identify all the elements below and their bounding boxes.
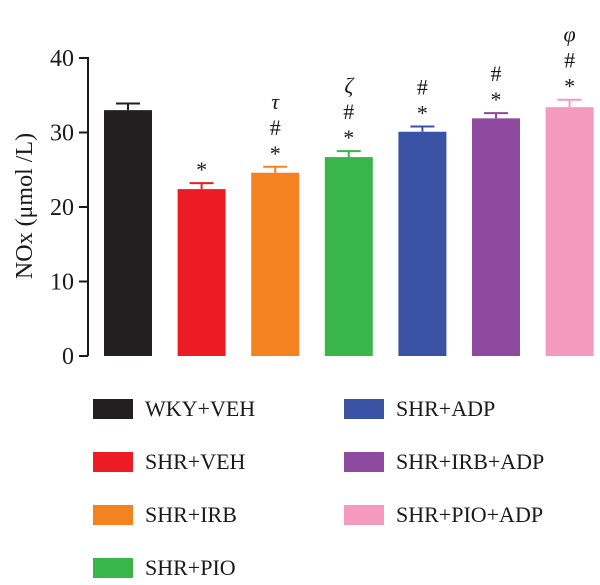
significance-mark: *: [270, 141, 281, 166]
bar: [472, 118, 520, 356]
significance-mark: #: [564, 48, 575, 73]
significance-mark: *: [564, 74, 575, 99]
chart-bars: [104, 98, 594, 357]
y-tick-label: 20: [50, 195, 74, 221]
bar: [545, 107, 594, 356]
significance-mark: *: [343, 125, 354, 150]
chart-annotations: *τ#*ζ#*#*#*φ#*: [196, 22, 576, 182]
chart-axes: 0 10 20 30 40: [50, 46, 89, 370]
bar: [398, 131, 447, 356]
significance-mark: φ: [564, 22, 576, 47]
significance-mark: #: [270, 115, 281, 140]
bar: [177, 189, 226, 356]
significance-mark: #: [491, 61, 502, 86]
bar: [251, 172, 300, 356]
significance-mark: ζ: [344, 73, 355, 98]
significance-mark: τ: [271, 89, 280, 114]
significance-mark: #: [417, 75, 428, 100]
y-tick-label: 10: [50, 270, 74, 296]
bar: [324, 157, 373, 356]
significance-mark: #: [343, 99, 354, 124]
y-axis-label: NOx (μmol /L): [12, 133, 38, 279]
bar: [104, 110, 152, 357]
significance-mark: *: [196, 157, 207, 182]
significance-mark: *: [417, 101, 428, 126]
y-tick-label: 0: [62, 344, 74, 370]
y-tick-label: 40: [50, 46, 74, 72]
y-tick-label: 30: [50, 121, 74, 147]
significance-mark: *: [491, 87, 502, 112]
